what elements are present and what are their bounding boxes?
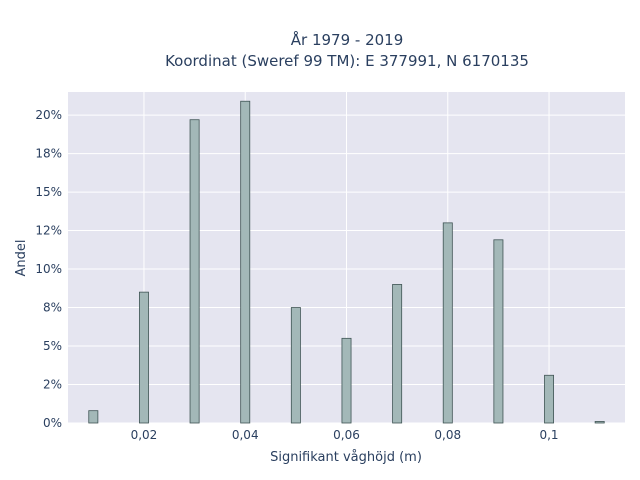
bar [392,284,403,424]
bars [88,100,605,424]
x-tick-label: 0,08 [434,428,461,442]
y-tick-label: 15% [35,185,62,199]
bar [341,337,352,424]
y-tick-label: 2% [43,378,62,392]
y-tick-labels: 0% 2% 5% 8% 10% 12% 15% 18% 20% [35,108,62,430]
y-axis-title: Andel [14,240,29,277]
y-tick-label: 20% [35,108,62,122]
x-tick-labels: 0,02 0,04 0,06 0,08 0,1 [131,428,559,442]
bar [189,119,200,424]
y-tick-label: 10% [35,262,62,276]
y-tick-label: 0% [43,416,62,430]
y-tick-label: 18% [35,147,62,161]
bar [442,222,453,424]
chart-title-line2: Koordinat (Sweref 99 TM): E 377991, N 61… [165,52,529,70]
x-tick-label: 0,1 [539,428,558,442]
bar [88,410,99,424]
x-tick-label: 0,04 [232,428,259,442]
bar [594,421,605,424]
bar [493,239,504,424]
chart-title-line1: År 1979 - 2019 [291,30,404,49]
bar [138,291,149,424]
y-tick-label: 8% [43,301,62,315]
x-tick-label: 0,02 [131,428,158,442]
x-tick-label: 0,06 [333,428,360,442]
bar [544,374,555,424]
bar [290,307,301,424]
y-tick-label: 5% [43,339,62,353]
x-axis-title: Signifikant våghöjd (m) [270,450,422,465]
bar [240,100,251,424]
y-tick-label: 12% [35,224,62,238]
